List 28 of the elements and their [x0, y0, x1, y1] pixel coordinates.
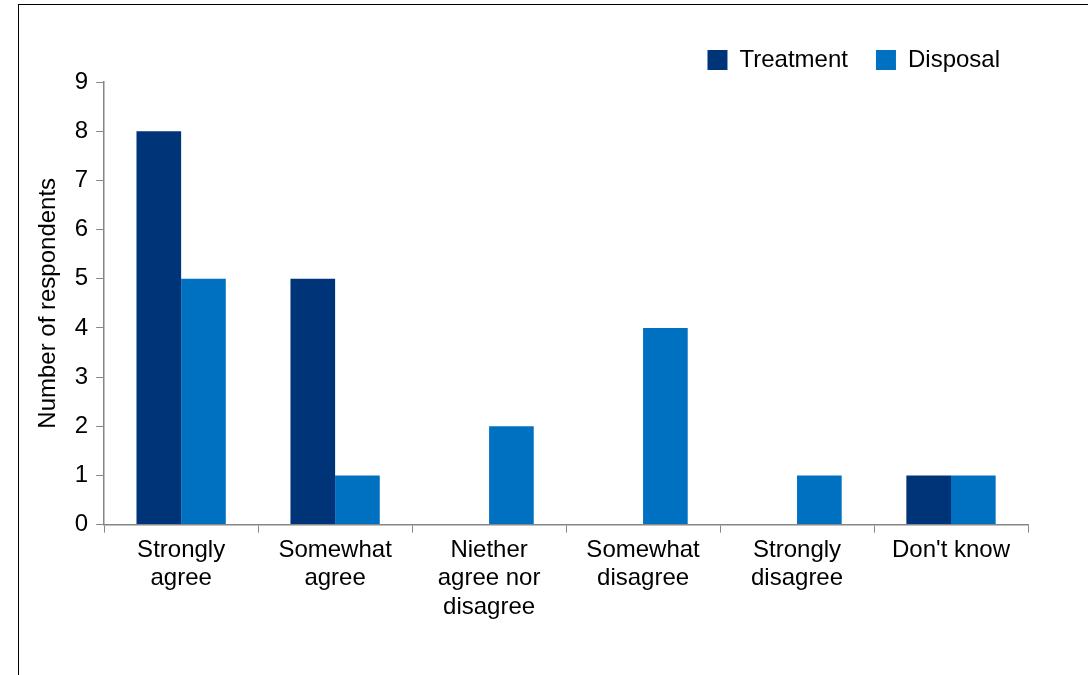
bar [797, 475, 842, 525]
y-axis-title: Number of respondents [33, 177, 61, 429]
y-tick-label: 9 [74, 66, 89, 94]
x-tick-label: Niether agree nor disagree [437, 534, 541, 620]
y-tick-label: 1 [74, 460, 89, 488]
y-tick-label: 7 [74, 164, 89, 192]
y-tick-label: 4 [74, 312, 89, 340]
bar [290, 278, 336, 525]
x-tick-label: Strongly agree [137, 534, 226, 591]
y-tick-label: 8 [74, 115, 89, 143]
y-tick-label: 0 [74, 509, 89, 537]
x-tick-label: Strongly disagree [751, 534, 844, 591]
bar [136, 131, 182, 525]
bar [181, 278, 226, 525]
x-tick-label: Somewhat agree [278, 534, 393, 591]
y-tick-label: 5 [74, 263, 89, 291]
bar [643, 327, 688, 525]
bar [951, 475, 996, 525]
y-tick-label: 2 [74, 410, 89, 438]
x-tick-label: Don't know [892, 534, 1011, 562]
legend-label: Treatment [739, 44, 849, 72]
y-tick-label: 6 [74, 214, 89, 242]
legend-label: Disposal [907, 44, 1001, 72]
y-tick-label: 3 [74, 361, 89, 389]
bar [335, 475, 380, 525]
bar [906, 475, 952, 525]
bar [489, 426, 534, 525]
x-tick-label: Somewhat disagree [586, 534, 701, 591]
